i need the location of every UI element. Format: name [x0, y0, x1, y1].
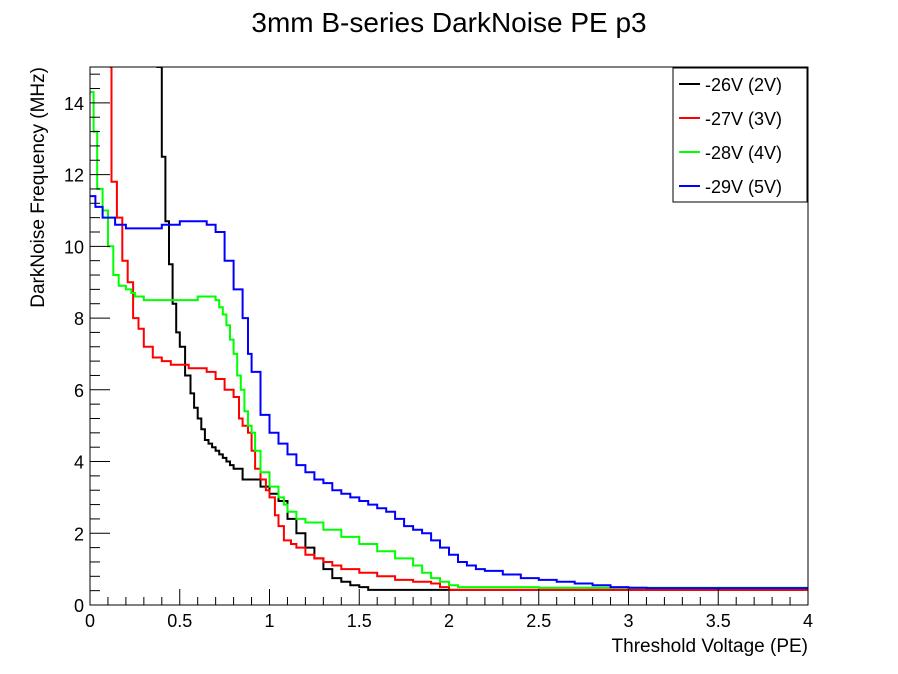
x-tick-label: 0 — [85, 611, 95, 631]
legend-entry-1: -26V (2V) — [705, 75, 782, 95]
y-tick-label: 4 — [74, 453, 84, 473]
chart-title: 3mm B-series DarkNoise PE p3 — [251, 7, 646, 38]
x-tick-label: 3 — [623, 611, 633, 631]
series-line-1 — [156, 67, 808, 591]
y-tick-label: 12 — [64, 166, 84, 186]
series-line-3 — [90, 91, 808, 589]
x-tick-label: 1 — [264, 611, 274, 631]
x-tick-label: 2 — [444, 611, 454, 631]
x-tick-label: 0.5 — [167, 611, 192, 631]
legend-entry-2: -27V (3V) — [705, 109, 782, 129]
x-tick-label: 3.5 — [706, 611, 731, 631]
y-tick-label: 6 — [74, 381, 84, 401]
y-tick-label: 10 — [64, 237, 84, 257]
legend-entry-3: -28V (4V) — [705, 143, 782, 163]
legend-entry-4: -29V (5V) — [705, 177, 782, 197]
legend: -26V (2V) -27V (3V) -28V (4V) -29V (5V) — [672, 67, 808, 203]
series-layer — [90, 67, 808, 591]
x-tick-label: 4 — [803, 611, 813, 631]
y-tick-label: 8 — [74, 309, 84, 329]
series-line-4 — [90, 195, 808, 590]
x-axis-label: Threshold Voltage (PE) — [612, 636, 808, 657]
legend-box — [672, 67, 808, 203]
x-tick-label: 1.5 — [347, 611, 372, 631]
y-tick-label: 2 — [74, 524, 84, 544]
axes-layer: 0 0.5 1 1.5 2 2.5 3 3.5 4 0 2 4 6 8 10 12 14 — [64, 73, 813, 631]
y-axis-label: DarkNoise Frequency (MHz) — [28, 67, 49, 308]
y-tick-label: 14 — [64, 94, 84, 114]
x-tick-label: 2.5 — [526, 611, 551, 631]
y-tick-label: 0 — [74, 596, 84, 616]
